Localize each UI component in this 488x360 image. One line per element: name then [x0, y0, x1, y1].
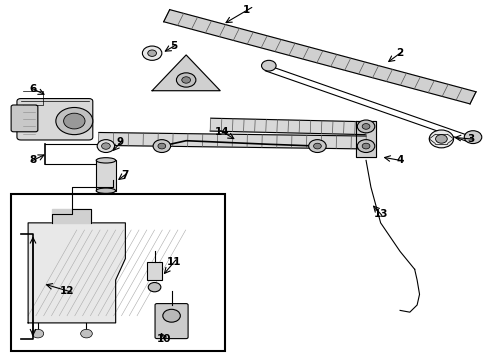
FancyBboxPatch shape: [11, 105, 38, 132]
Polygon shape: [210, 118, 366, 135]
Bar: [11, 194, 224, 351]
Circle shape: [102, 143, 110, 149]
Text: 3: 3: [466, 134, 473, 144]
Text: 2: 2: [396, 48, 403, 58]
Circle shape: [362, 123, 369, 129]
Circle shape: [362, 143, 369, 149]
Circle shape: [153, 140, 170, 153]
Text: 14: 14: [215, 127, 229, 137]
Bar: [96, 160, 116, 191]
Circle shape: [97, 140, 115, 153]
Text: 5: 5: [170, 41, 177, 51]
Circle shape: [463, 131, 481, 144]
Circle shape: [32, 329, 43, 338]
Polygon shape: [52, 208, 91, 223]
Circle shape: [142, 46, 162, 60]
Circle shape: [313, 143, 321, 149]
Polygon shape: [28, 223, 125, 323]
Text: 10: 10: [157, 334, 171, 344]
Circle shape: [56, 108, 93, 135]
Circle shape: [148, 283, 161, 292]
Text: 6: 6: [29, 84, 37, 94]
Circle shape: [428, 130, 453, 148]
Circle shape: [147, 50, 156, 57]
Ellipse shape: [96, 158, 116, 163]
Circle shape: [357, 120, 374, 133]
FancyBboxPatch shape: [17, 99, 93, 140]
Circle shape: [176, 73, 196, 87]
Circle shape: [308, 140, 325, 153]
Bar: [147, 262, 162, 280]
Circle shape: [357, 140, 374, 153]
Text: 1: 1: [243, 5, 250, 15]
Text: 11: 11: [166, 257, 181, 267]
Circle shape: [261, 60, 276, 71]
Text: 13: 13: [373, 209, 387, 219]
Circle shape: [63, 113, 85, 129]
Polygon shape: [98, 132, 366, 149]
Text: 8: 8: [29, 156, 37, 165]
Circle shape: [182, 77, 190, 83]
Circle shape: [81, 329, 92, 338]
Text: 12: 12: [60, 286, 74, 296]
Text: 9: 9: [117, 138, 124, 148]
Circle shape: [435, 135, 447, 143]
Polygon shape: [163, 10, 475, 104]
Polygon shape: [152, 55, 220, 91]
Ellipse shape: [96, 188, 116, 193]
Circle shape: [158, 143, 165, 149]
Text: 7: 7: [122, 170, 129, 180]
Polygon shape: [356, 121, 375, 157]
Circle shape: [163, 309, 180, 322]
Text: 4: 4: [396, 156, 403, 165]
FancyBboxPatch shape: [155, 303, 188, 339]
